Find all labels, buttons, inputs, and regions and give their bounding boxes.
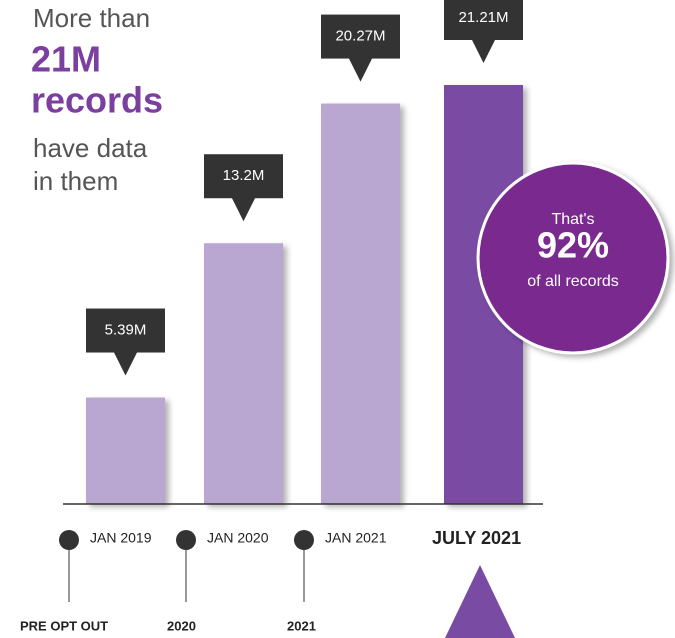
pointer-triangle bbox=[445, 565, 515, 638]
headline-emphasis: 21M bbox=[31, 39, 101, 80]
headline-emphasis: records bbox=[31, 80, 163, 121]
value-pointer bbox=[231, 197, 256, 222]
value-box bbox=[444, 0, 523, 40]
value-label: 5.39M bbox=[105, 321, 147, 338]
timeline-dot bbox=[59, 530, 79, 550]
value-box bbox=[321, 14, 400, 59]
date-label-current: JULY 2021 bbox=[432, 528, 521, 548]
milestone-label: 2021 bbox=[287, 618, 316, 633]
callout-value: 92% bbox=[537, 225, 609, 266]
value-pointer bbox=[113, 351, 138, 376]
bar bbox=[204, 243, 283, 504]
value-pointer bbox=[348, 57, 373, 82]
callout-text: That's bbox=[551, 211, 594, 228]
date-label: JAN 2019 bbox=[90, 530, 152, 546]
timeline-dot bbox=[176, 530, 196, 550]
callout-circle bbox=[476, 161, 670, 355]
milestone-label: 2020 bbox=[167, 618, 196, 633]
headline: have data bbox=[33, 133, 148, 163]
timeline-dot bbox=[294, 530, 314, 550]
value-pointer bbox=[471, 39, 496, 63]
value-box bbox=[204, 154, 283, 199]
value-box bbox=[86, 308, 165, 353]
callout-text: of all records bbox=[527, 273, 619, 290]
bar bbox=[86, 397, 165, 504]
timeline: JAN 2019 JAN 2020 JAN 2021 JULY 2021 PRE OPT… bbox=[20, 528, 521, 634]
headline: More than bbox=[33, 3, 150, 33]
value-label: 21.21M bbox=[458, 9, 508, 26]
date-label: JAN 2020 bbox=[207, 530, 269, 546]
bars: 5.39M 13.2M 20.27M 21.21M bbox=[86, 0, 523, 504]
date-label: JAN 2021 bbox=[325, 530, 387, 546]
headline: in them bbox=[33, 166, 118, 196]
value-label: 13.2M bbox=[223, 167, 265, 184]
bar bbox=[321, 103, 400, 504]
value-label: 20.27M bbox=[335, 28, 385, 45]
milestone-label: PRE OPT OUT bbox=[20, 618, 108, 633]
